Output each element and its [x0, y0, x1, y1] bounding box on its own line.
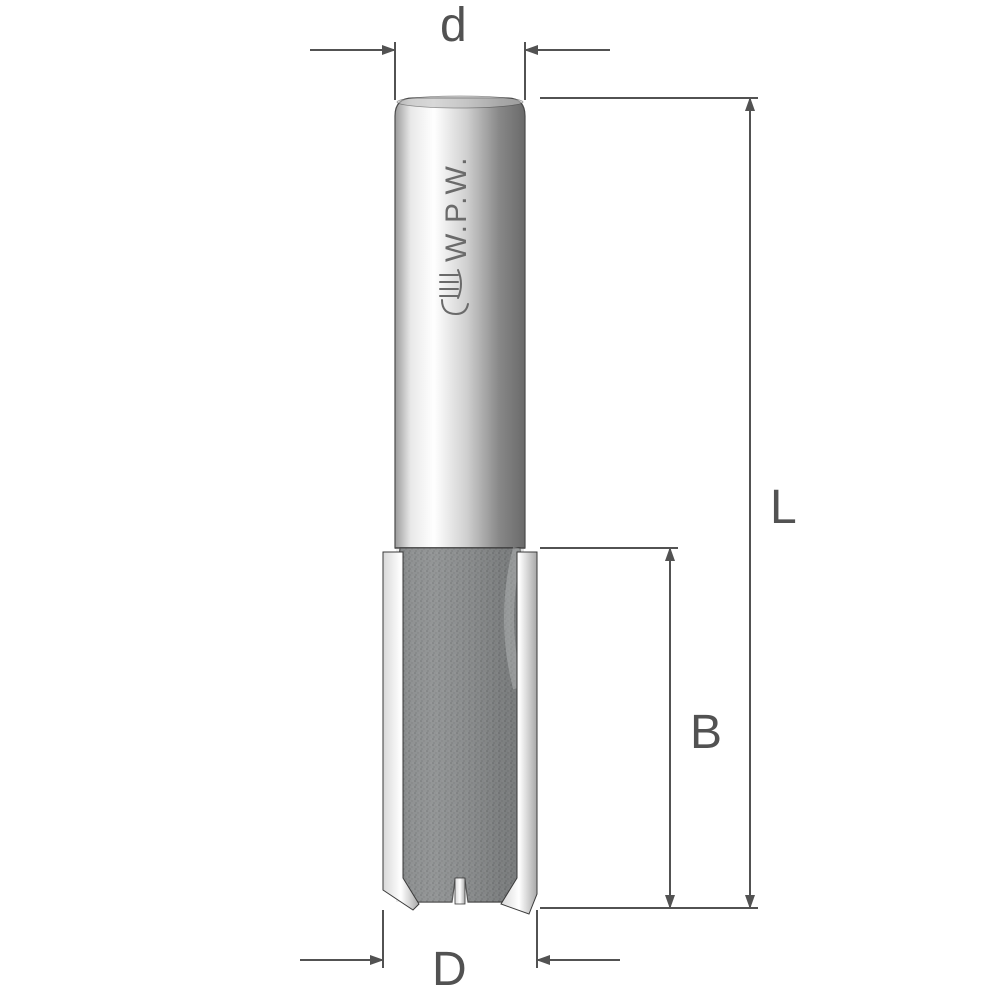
- dimension-label-B: B: [690, 705, 722, 760]
- brand-text: W.P.W.: [440, 156, 473, 262]
- dimension-label-L: L: [770, 480, 797, 535]
- router-bit: W.P.W.: [383, 96, 537, 914]
- diagram-canvas: W.P.W. d D L B: [0, 0, 1000, 1000]
- dimension-label-D: D: [432, 942, 467, 997]
- drawing-svg: W.P.W.: [0, 0, 1000, 1000]
- dimension-label-d: d: [440, 0, 467, 53]
